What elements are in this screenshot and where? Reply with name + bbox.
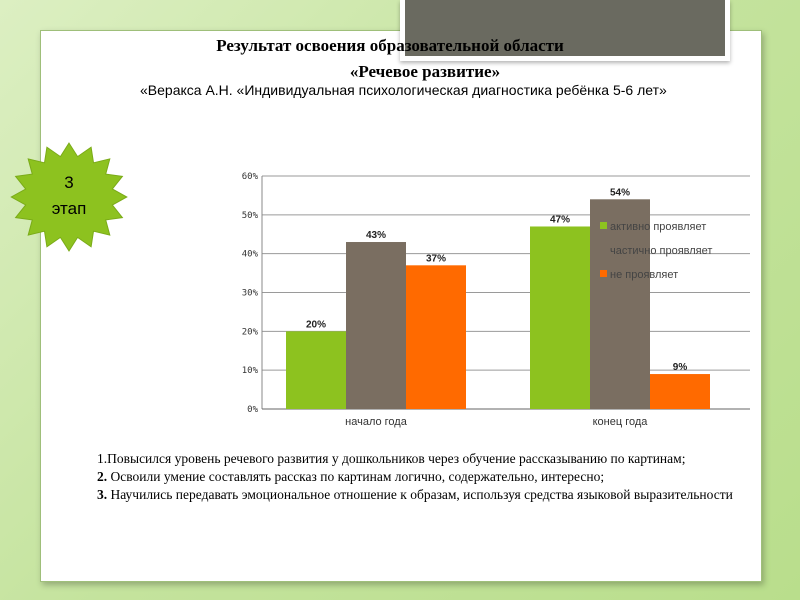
data-label: 43% — [366, 230, 386, 241]
stage-badge-star-icon — [10, 142, 128, 252]
y-tick-label: 20% — [242, 327, 259, 337]
bar — [650, 374, 710, 409]
top-image-frame — [400, 0, 730, 61]
legend-swatch — [600, 222, 607, 229]
y-tick-label: 0% — [247, 405, 258, 415]
stage-badge-text: 3 этап — [8, 170, 130, 222]
data-label: 37% — [426, 253, 446, 264]
slide-subtitle: «Веракса А.Н. «Индивидуальная психологич… — [140, 82, 667, 98]
conclusion-2: 2. Освоили умение составлять рассказ по … — [97, 469, 605, 484]
data-label: 9% — [673, 362, 688, 373]
conclusion-1: 1.Повысился уровень речевого развития у … — [97, 451, 686, 466]
bar — [406, 265, 466, 409]
bar — [346, 242, 406, 409]
slide-title-line1: Результат освоения образовательной облас… — [216, 36, 564, 55]
data-label: 54% — [610, 187, 630, 198]
y-tick-label: 40% — [242, 250, 259, 260]
conclusion-3: 3. Научились передавать эмоциональное от… — [97, 487, 733, 502]
category-label: начало года — [345, 416, 408, 428]
data-label: 20% — [306, 319, 326, 330]
y-tick-label: 10% — [242, 366, 259, 376]
category-label: конец года — [593, 416, 649, 428]
stage-number: 3 — [64, 173, 74, 192]
stage-word: этап — [51, 199, 87, 218]
y-tick-label: 50% — [242, 211, 259, 221]
bar-chart: 0% 10% 20% 30% 40% 50% 60% 20% 43% 37% начало года… — [242, 172, 750, 428]
y-tick-label: 30% — [242, 289, 259, 299]
bar — [286, 331, 346, 409]
slide-title-line2: «Речевое развитие» — [349, 62, 501, 81]
conclusions: 1.Повысился уровень речевого развития у … — [97, 450, 733, 504]
data-label: 47% — [550, 214, 570, 225]
legend-label: активно проявляет — [610, 221, 706, 233]
bar — [530, 226, 590, 409]
legend-swatch — [600, 246, 607, 253]
bar — [590, 199, 650, 409]
y-tick-label: 60% — [242, 172, 259, 182]
legend-label: не проявляет — [610, 269, 678, 281]
legend-swatch — [600, 270, 607, 277]
legend-label: частично проявляет — [610, 245, 712, 257]
